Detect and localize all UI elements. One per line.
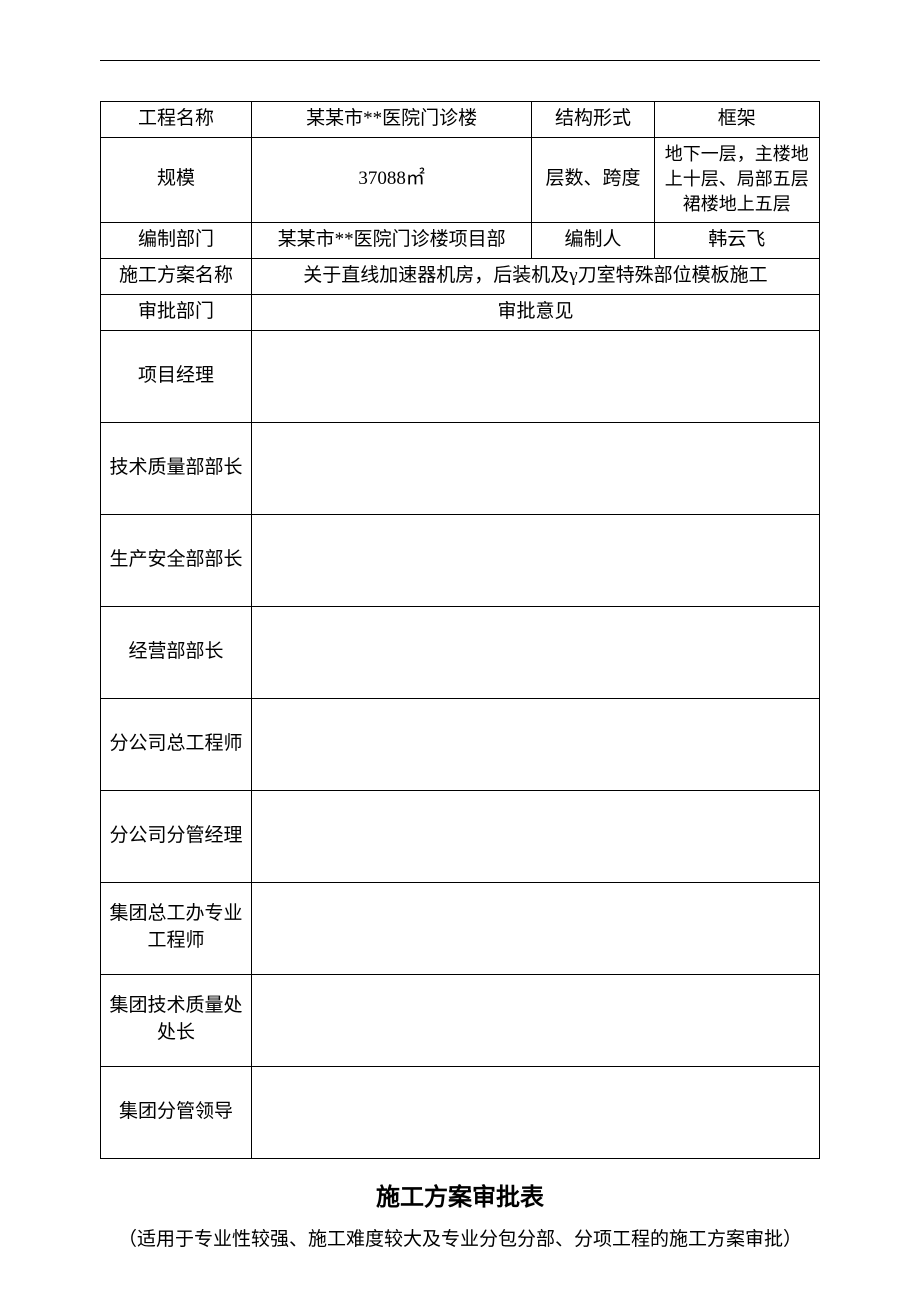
cell-structure-label: 结构形式 [532, 102, 654, 138]
cell-floors-label: 层数、跨度 [532, 138, 654, 223]
table-row: 分公司总工程师 [101, 698, 820, 790]
table-row: 经营部部长 [101, 606, 820, 698]
cell-role-signature [251, 422, 819, 514]
cell-plan-name-label: 施工方案名称 [101, 258, 252, 294]
cell-role-signature [251, 330, 819, 422]
cell-role-label: 集团总工办专业工程师 [101, 882, 252, 974]
page-subtitle: （适用于专业性较强、施工难度较大及专业分包分部、分项工程的施工方案审批） [100, 1224, 820, 1251]
table-row: 编制部门 某某市**医院门诊楼项目部 编制人 韩云飞 [101, 222, 820, 258]
cell-scale-value: 37088㎡ [251, 138, 531, 223]
top-rule [100, 60, 820, 61]
cell-role-label: 经营部部长 [101, 606, 252, 698]
cell-floors-value: 地下一层，主楼地上十层、局部五层裙楼地上五层 [654, 138, 819, 223]
table-row: 技术质量部部长 [101, 422, 820, 514]
cell-author-value: 韩云飞 [654, 222, 819, 258]
cell-role-signature [251, 698, 819, 790]
cell-review-opinion-label: 审批意见 [251, 294, 819, 330]
cell-structure-value: 框架 [654, 102, 819, 138]
table-row: 分公司分管经理 [101, 790, 820, 882]
table-row: 生产安全部部长 [101, 514, 820, 606]
cell-role-signature [251, 606, 819, 698]
cell-scale-label: 规模 [101, 138, 252, 223]
cell-dept-label: 编制部门 [101, 222, 252, 258]
cell-role-label: 集团技术质量处处长 [101, 974, 252, 1066]
cell-project-name-label: 工程名称 [101, 102, 252, 138]
table-row: 审批部门 审批意见 [101, 294, 820, 330]
cell-role-label: 生产安全部部长 [101, 514, 252, 606]
cell-role-signature [251, 514, 819, 606]
cell-role-label: 分公司分管经理 [101, 790, 252, 882]
cell-author-label: 编制人 [532, 222, 654, 258]
cell-role-signature [251, 790, 819, 882]
table-row: 项目经理 [101, 330, 820, 422]
cell-role-label: 技术质量部部长 [101, 422, 252, 514]
cell-dept-value: 某某市**医院门诊楼项目部 [251, 222, 531, 258]
approval-table: 工程名称 某某市**医院门诊楼 结构形式 框架 规模 37088㎡ 层数、跨度 … [100, 101, 820, 1159]
table-row: 规模 37088㎡ 层数、跨度 地下一层，主楼地上十层、局部五层裙楼地上五层 [101, 138, 820, 223]
table-row: 施工方案名称 关于直线加速器机房，后装机及γ刀室特殊部位模板施工 [101, 258, 820, 294]
cell-role-signature [251, 1066, 819, 1158]
table-row: 集团分管领导 [101, 1066, 820, 1158]
cell-role-label: 集团分管领导 [101, 1066, 252, 1158]
cell-role-label: 项目经理 [101, 330, 252, 422]
cell-role-label: 分公司总工程师 [101, 698, 252, 790]
cell-role-signature [251, 974, 819, 1066]
page-title: 施工方案审批表 [100, 1177, 820, 1212]
cell-role-signature [251, 882, 819, 974]
cell-project-name-value: 某某市**医院门诊楼 [251, 102, 531, 138]
cell-plan-name-value: 关于直线加速器机房，后装机及γ刀室特殊部位模板施工 [251, 258, 819, 294]
table-row: 工程名称 某某市**医院门诊楼 结构形式 框架 [101, 102, 820, 138]
cell-review-dept-label: 审批部门 [101, 294, 252, 330]
table-row: 集团总工办专业工程师 [101, 882, 820, 974]
table-row: 集团技术质量处处长 [101, 974, 820, 1066]
